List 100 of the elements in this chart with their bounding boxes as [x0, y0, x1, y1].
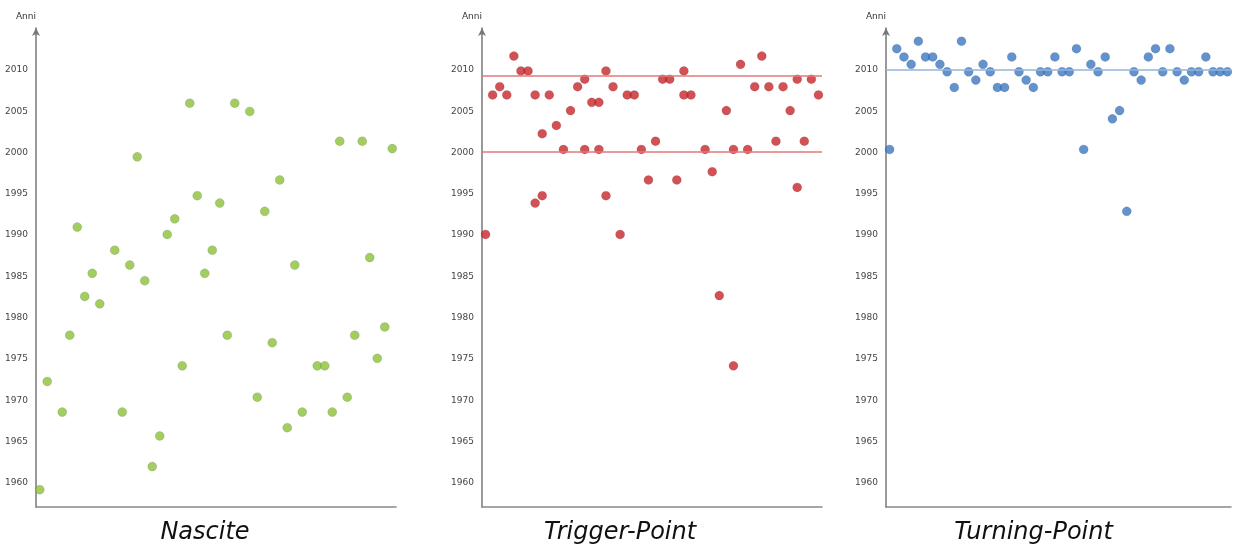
point — [65, 330, 75, 340]
y-axis-title: Anni — [461, 10, 482, 21]
point — [643, 175, 654, 185]
point — [320, 361, 330, 371]
point — [1107, 114, 1118, 124]
y-tick-label: 1995 — [5, 188, 28, 199]
y-tick-label: 2005 — [5, 105, 28, 116]
point — [207, 245, 217, 255]
y-tick-label: 1980 — [451, 312, 475, 323]
point — [147, 461, 157, 472]
y-tick-label: 1960 — [451, 477, 475, 488]
point — [813, 90, 824, 100]
point — [735, 59, 746, 70]
point — [721, 105, 732, 116]
point — [494, 81, 505, 92]
point — [57, 407, 67, 417]
y-tick-label: 1990 — [5, 229, 29, 240]
point — [200, 268, 210, 279]
point — [275, 175, 285, 185]
y-tick-label: 1975 — [5, 353, 28, 364]
point — [949, 82, 960, 93]
point — [1100, 52, 1110, 62]
y-axis-title: Anni — [15, 10, 36, 21]
point — [799, 136, 810, 146]
point — [222, 330, 232, 340]
point — [132, 152, 142, 162]
point — [778, 81, 788, 92]
point — [1071, 43, 1082, 54]
point — [230, 98, 240, 108]
point — [608, 81, 618, 92]
point — [155, 431, 165, 441]
y-tick-label: 1965 — [855, 435, 878, 446]
point — [956, 36, 967, 46]
point — [42, 376, 52, 387]
y-tick-label: 2000 — [5, 146, 29, 157]
y-tick-label: 2010 — [855, 64, 879, 75]
point — [899, 52, 909, 62]
y-tick-label: 1960 — [855, 477, 879, 488]
point — [913, 36, 924, 46]
point — [537, 128, 547, 139]
text: Turning-Point — [954, 517, 1115, 545]
point — [572, 81, 583, 92]
y-axis-title: Anni — [865, 10, 886, 21]
point — [35, 484, 45, 495]
point — [935, 59, 945, 70]
y-tick-label: 1965 — [451, 435, 474, 446]
point — [785, 105, 795, 116]
point — [110, 245, 120, 255]
point — [95, 299, 105, 309]
y-tick-label: 2005 — [855, 105, 878, 116]
text: Trigger-Point — [543, 517, 698, 545]
y-tick-label: 1995 — [855, 188, 878, 199]
point — [80, 291, 90, 302]
point — [728, 361, 739, 371]
point — [523, 66, 533, 76]
point — [215, 198, 225, 208]
y-tick-label: 1985 — [5, 270, 28, 281]
point — [679, 90, 689, 100]
point — [714, 290, 725, 301]
point — [117, 407, 127, 417]
point — [1165, 43, 1175, 54]
point — [615, 229, 625, 240]
point — [260, 206, 270, 217]
point — [87, 268, 97, 279]
point — [1122, 206, 1132, 217]
point — [1114, 105, 1125, 116]
point — [757, 51, 767, 61]
point — [707, 166, 717, 177]
point — [537, 190, 547, 201]
point — [927, 52, 938, 62]
y-tick-label: 2010 — [451, 64, 475, 75]
point — [764, 81, 774, 92]
point — [749, 81, 760, 92]
point — [679, 66, 689, 76]
y-tick-label: 1975 — [451, 353, 474, 364]
point — [601, 66, 611, 76]
point — [170, 214, 180, 224]
y-tick-label: 2000 — [451, 146, 475, 157]
point — [177, 361, 187, 371]
point — [1143, 52, 1154, 62]
y-tick-label: 1985 — [855, 270, 878, 281]
point — [480, 229, 491, 240]
y-tick-label: 1970 — [5, 394, 29, 405]
y-tick-label: 1995 — [451, 188, 474, 199]
point — [72, 222, 82, 232]
point — [335, 136, 345, 146]
point — [530, 90, 540, 100]
point — [1136, 75, 1146, 85]
point — [672, 175, 682, 185]
point — [372, 353, 382, 364]
point — [140, 275, 150, 286]
point — [350, 330, 360, 340]
y-tick-label: 2010 — [5, 64, 29, 75]
y-tick-label: 1980 — [5, 312, 29, 323]
point — [502, 90, 512, 100]
point — [1028, 82, 1039, 93]
point — [1086, 59, 1096, 70]
point — [290, 260, 300, 270]
point — [601, 190, 611, 201]
point — [544, 90, 555, 100]
